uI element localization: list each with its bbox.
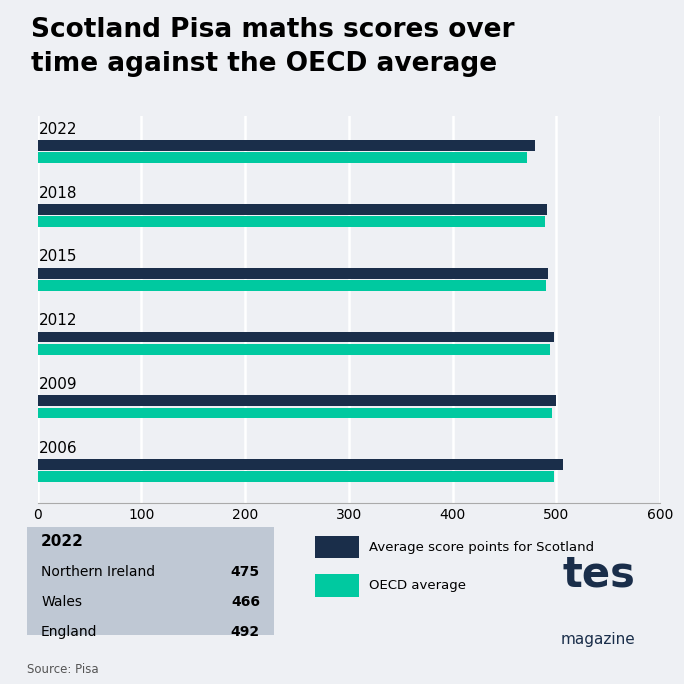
Text: 2022: 2022	[41, 534, 84, 549]
Text: 466: 466	[231, 595, 260, 609]
Text: 492: 492	[231, 624, 260, 639]
Bar	[38, 332, 554, 343]
Text: OECD average: OECD average	[369, 579, 466, 592]
Text: 2015: 2015	[39, 250, 77, 265]
Bar	[38, 343, 550, 354]
Bar	[38, 471, 554, 482]
Text: 2018: 2018	[39, 185, 77, 200]
Text: Wales: Wales	[41, 595, 82, 609]
Text: 2012: 2012	[39, 313, 77, 328]
Bar	[38, 204, 547, 215]
Bar	[38, 395, 556, 406]
Bar	[38, 267, 548, 278]
Text: Source: Pisa: Source: Pisa	[27, 663, 99, 676]
Bar	[38, 216, 545, 227]
Text: Scotland Pisa maths scores over: Scotland Pisa maths scores over	[31, 17, 514, 43]
Text: 2022: 2022	[39, 122, 77, 137]
FancyBboxPatch shape	[315, 536, 359, 558]
Text: 2009: 2009	[39, 378, 77, 392]
Text: 475: 475	[231, 566, 260, 579]
Text: England: England	[41, 624, 98, 639]
Text: Average score points for Scotland: Average score points for Scotland	[369, 540, 594, 553]
Bar	[38, 152, 527, 163]
Text: time against the OECD average: time against the OECD average	[31, 51, 497, 77]
Bar	[38, 140, 534, 150]
Text: 2006: 2006	[39, 441, 77, 456]
FancyBboxPatch shape	[27, 527, 274, 635]
Text: Northern Ireland: Northern Ireland	[41, 566, 155, 579]
Bar	[38, 280, 546, 291]
FancyBboxPatch shape	[315, 574, 359, 596]
Text: magazine: magazine	[561, 632, 636, 646]
Bar	[38, 408, 552, 419]
Bar	[38, 459, 562, 470]
Text: tes: tes	[562, 553, 635, 595]
